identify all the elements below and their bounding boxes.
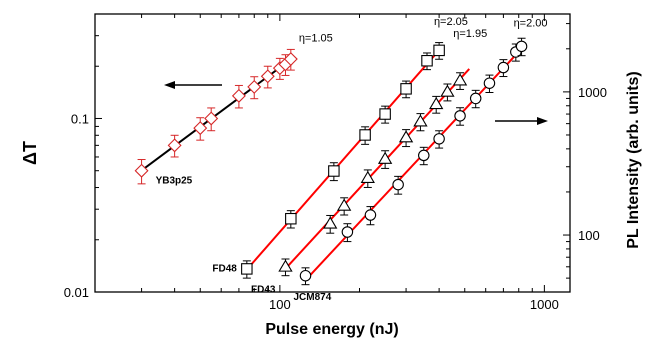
data-markers [135,38,526,284]
marker-circle [300,270,310,280]
x-tick-label: 1000 [530,297,559,312]
marker-circle [498,62,508,72]
eta-label: η=2.00 [514,18,548,30]
marker-square [380,109,390,119]
arrow-left-head [164,81,175,89]
y-right-tick-label: 1000 [578,85,607,100]
marker-circle [419,150,429,160]
marker-square [286,214,296,224]
eta-label: η=1.05 [299,32,333,44]
series-label: JCM874 [294,292,332,303]
marker-triangle [279,261,291,272]
series-label: FD48 [212,264,237,275]
marker-circle [365,210,375,220]
arrow-right-head [537,117,548,125]
y-axis-title-left: ΔT [20,141,40,165]
marker-square [360,130,370,140]
marker-circle [516,41,526,51]
marker-circle [470,93,480,103]
marker-circle [455,111,465,121]
x-axis-title: Pulse energy (nJ) [265,321,398,338]
marker-circle [393,179,403,189]
y-right-tick-label: 100 [578,228,600,243]
series-label: YB3p25 [156,175,193,186]
x-tick-label: 100 [269,297,291,312]
marker-square [242,264,252,274]
arrow-right [495,117,548,125]
marker-circle [484,78,494,88]
marker-square [422,56,432,66]
marker-square [401,84,411,94]
y-left-tick-label: 0.1 [71,111,89,126]
marker-circle [434,134,444,144]
marker-triangle [454,74,466,85]
marker-square [329,166,339,176]
eta-label: η=2.05 [434,16,468,28]
eta-label: η=1.95 [453,28,487,40]
fit-line [285,69,469,269]
marker-circle [342,227,352,237]
y-left-tick-label: 0.01 [64,285,89,300]
arrow-left [164,81,222,89]
marker-triangle [324,217,336,228]
y-axis-title-right: PL Intensity (arb. units) [625,71,642,249]
annotations: YB3p25 η=1.05 FD48 η=2.05 FD43 η=1.95 JCM874 η=… [156,16,548,303]
series-label: FD43 [251,285,276,296]
marker-square [434,45,444,55]
